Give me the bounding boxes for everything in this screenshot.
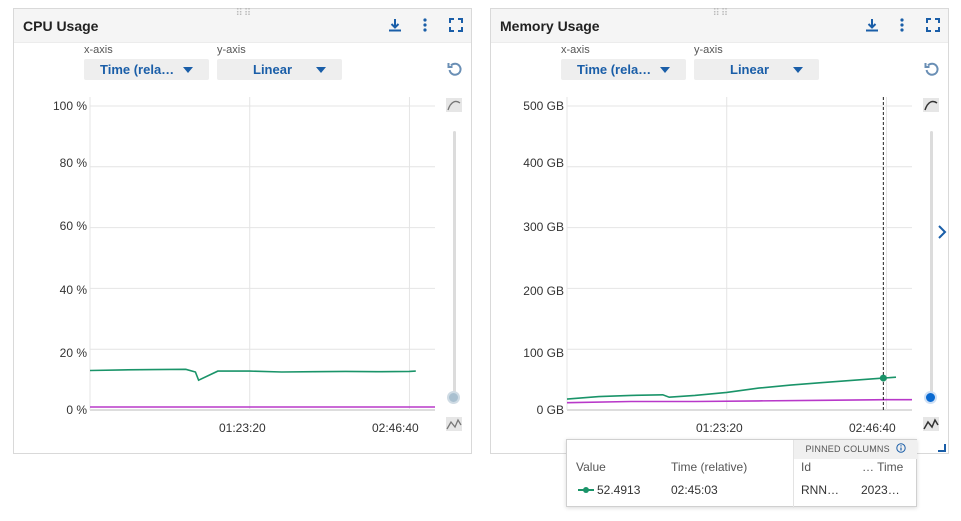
download-icon[interactable]	[387, 17, 403, 33]
resize-handle-icon[interactable]	[938, 444, 946, 452]
reset-icon[interactable]	[447, 61, 463, 77]
y-tick-label: 500 GB	[523, 99, 564, 113]
card-header: Memory Usage ⠿⠿	[491, 9, 948, 43]
y-tick-label: 0 GB	[536, 403, 564, 417]
y-tick-label: 100 GB	[523, 346, 564, 360]
y-tick-label: 60 %	[59, 219, 87, 233]
chevron-right-icon[interactable]	[936, 224, 948, 240]
x-axis-select-value: Time (rela…	[577, 62, 652, 77]
time-cell: 2023…	[861, 483, 900, 497]
y-tick-label: 80 %	[59, 156, 87, 170]
info-icon[interactable]	[895, 443, 906, 453]
column-header: Value	[576, 460, 606, 474]
curve-icon[interactable]	[446, 417, 462, 431]
drag-handle-icon[interactable]: ⠿⠿	[712, 8, 730, 19]
x-axis-label: x-axis	[561, 44, 590, 56]
caret-down-icon	[183, 67, 193, 73]
smoothing-icon[interactable]	[923, 98, 939, 112]
card-header: CPU Usage ⠿⠿	[14, 9, 471, 43]
y-axis-select-value: Linear	[730, 62, 770, 77]
column-header: … Time	[862, 460, 904, 474]
reset-icon[interactable]	[924, 61, 940, 77]
x-axis-select[interactable]: Time (rela…	[84, 59, 209, 80]
divider	[793, 440, 794, 508]
series-line	[89, 368, 416, 382]
column-header: Time (relative)	[671, 460, 748, 474]
series-line	[566, 398, 912, 404]
x-axis-select-value: Time (rela…	[100, 62, 175, 77]
more-vert-icon[interactable]	[894, 17, 910, 33]
fullscreen-icon[interactable]	[925, 17, 941, 33]
card-title: CPU Usage	[23, 18, 99, 34]
caret-down-icon	[660, 67, 670, 73]
id-cell: RNN…	[801, 483, 839, 497]
hover-tooltip: PINNED COLUMNS Value Time (relative) Id …	[566, 439, 917, 508]
series-line	[566, 376, 897, 400]
caret-down-icon	[316, 67, 326, 73]
time-cell: 02:45:03	[671, 483, 718, 497]
x-axis-label: x-axis	[84, 44, 113, 56]
card-title: Memory Usage	[500, 18, 600, 34]
y-tick-label: 100 %	[52, 99, 87, 113]
column-header: Id	[801, 460, 812, 474]
pinned-columns-label: PINNED COLUMNS	[805, 444, 890, 454]
y-tick-label: 300 GB	[523, 220, 564, 234]
y-axis-label: y-axis	[217, 44, 246, 56]
y-tick-label: 0 %	[66, 403, 87, 417]
x-axis-select[interactable]: Time (rela…	[561, 59, 686, 80]
smoothing-slider-track[interactable]	[930, 131, 933, 397]
hover-point	[879, 374, 887, 382]
pinned-columns-header: PINNED COLUMNS	[794, 440, 917, 459]
smoothing-slider-track[interactable]	[453, 131, 456, 397]
x-tick-label: 01:23:20	[219, 421, 266, 435]
value-cell: 52.4913	[597, 483, 641, 497]
caret-down-icon	[793, 67, 803, 73]
y-tick-label: 400 GB	[523, 156, 564, 170]
y-axis-select-value: Linear	[253, 62, 293, 77]
drag-handle-icon[interactable]: ⠿⠿	[235, 8, 253, 19]
series-marker-icon	[578, 487, 594, 493]
x-tick-label: 01:23:20	[696, 421, 743, 435]
fullscreen-icon[interactable]	[448, 17, 464, 33]
y-axis-select[interactable]: Linear	[694, 59, 819, 80]
download-icon[interactable]	[864, 17, 880, 33]
y-tick-label: 20 %	[59, 346, 87, 360]
curve-icon[interactable]	[923, 417, 939, 431]
y-axis-label: y-axis	[694, 44, 723, 56]
y-axis-select[interactable]: Linear	[217, 59, 342, 80]
x-tick-label: 02:46:40	[849, 421, 896, 435]
y-tick-label: 40 %	[59, 283, 87, 297]
smoothing-slider-knob[interactable]	[924, 391, 937, 404]
smoothing-slider-knob[interactable]	[447, 391, 460, 404]
y-tick-label: 200 GB	[523, 284, 564, 298]
more-vert-icon[interactable]	[417, 17, 433, 33]
smoothing-icon[interactable]	[446, 98, 462, 112]
x-tick-label: 02:46:40	[372, 421, 419, 435]
